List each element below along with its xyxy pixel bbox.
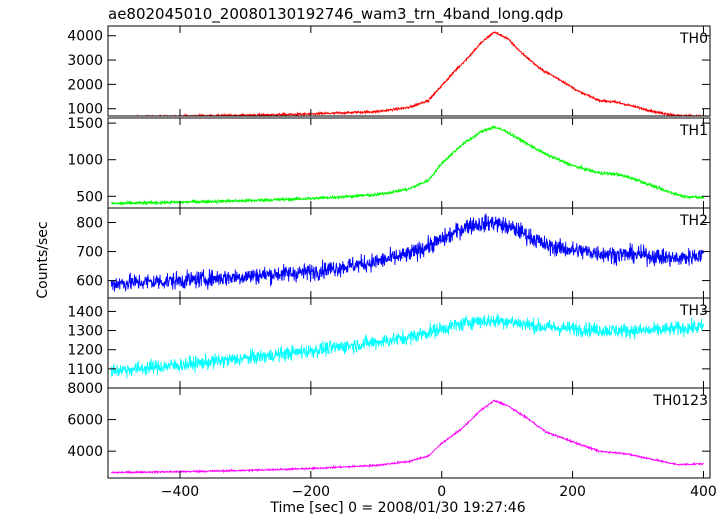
y-tick-label: 1000	[67, 102, 103, 118]
y-tick-label: 1000	[67, 153, 103, 169]
y-tick-label: 4000	[67, 444, 103, 460]
panel-frame	[107, 25, 711, 117]
y-tick-label: 6000	[67, 413, 103, 429]
y-tick-label: 1300	[67, 324, 103, 340]
y-tick-label: 700	[76, 245, 103, 261]
panel-th0123: 4000 6000 8000 TH0123	[67, 381, 711, 479]
series-th2	[110, 213, 704, 292]
chart-title: ae802045010_20080130192746_wam3_trn_4ban…	[108, 5, 563, 24]
x-tick-label: 0	[437, 484, 446, 500]
panel-frame	[107, 297, 711, 389]
series-th3	[110, 313, 704, 379]
y-axis-label: Counts/sec	[35, 221, 51, 298]
panel-label-th0: TH0	[679, 31, 708, 47]
y-tick-label: 1500	[67, 116, 103, 132]
panel-th2: 600 700 800 TH2	[76, 207, 711, 299]
y-tick-label: 1200	[67, 343, 103, 359]
x-axis: −400 −200 0 200 400	[161, 484, 717, 500]
panel-label-th3: TH3	[679, 303, 708, 319]
y-tick-label: 800	[76, 216, 103, 232]
x-tick-label: −400	[161, 484, 199, 500]
series-th0123	[111, 399, 704, 475]
x-tick-label: 200	[559, 484, 586, 500]
y-tick-label: 1100	[67, 362, 103, 378]
x-tick-label: 400	[690, 484, 717, 500]
y-tick-label: 1400	[67, 304, 103, 320]
panel-frame	[107, 387, 711, 479]
series-th1	[111, 124, 704, 206]
y-tick-label: 2000	[67, 77, 103, 93]
y-tick-label: 4000	[67, 29, 103, 45]
panel-th3: 1100 1200 1300 1400 TH3	[67, 297, 711, 389]
x-axis-label: Time [sec] 0 = 2008/01/30 19:27:46	[269, 500, 525, 516]
panel-frame	[107, 117, 711, 209]
panel-th0: 1000 2000 3000 4000 TH0	[67, 25, 711, 118]
panel-th1: 500 1000 1500 TH1	[67, 116, 711, 209]
x-tick-label: −200	[292, 484, 330, 500]
y-tick-label: 500	[76, 189, 103, 205]
panel-label-th1: TH1	[679, 123, 708, 139]
series-th0	[111, 30, 703, 116]
panel-label-th2: TH2	[679, 213, 708, 229]
panel-label-th0123: TH0123	[652, 393, 708, 409]
y-tick-label: 3000	[67, 53, 103, 69]
y-tick-label: 600	[76, 274, 103, 290]
y-tick-label: 8000	[67, 381, 103, 397]
